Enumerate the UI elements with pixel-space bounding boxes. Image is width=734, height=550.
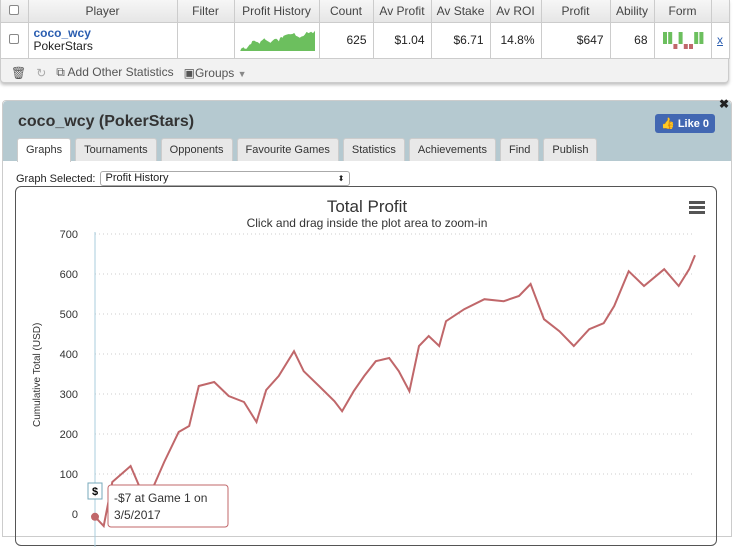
form-bar-win (662, 31, 667, 44)
trash-icon[interactable]: 🗑 (11, 65, 27, 80)
tab-achievements[interactable]: Achievements (408, 138, 496, 161)
refresh-icon[interactable]: ↻ (36, 65, 47, 80)
tab-tournaments[interactable]: Tournaments (75, 138, 157, 161)
y-axis-label: Cumulative Total (USD) (32, 323, 43, 427)
col-form[interactable]: Form (654, 0, 712, 23)
chart-menu-icon[interactable] (689, 201, 705, 214)
table-row: coco_wcy PokerStars 625 $1.04 $6.71 14.8%… (1, 22, 730, 59)
form-bar-loss (688, 43, 693, 49)
tab-statistics[interactable]: Statistics (342, 138, 405, 161)
av-roi-cell: 14.8% (490, 22, 542, 59)
ability-cell: 68 (610, 22, 655, 59)
tab-find[interactable]: Find (499, 138, 540, 161)
col-profit[interactable]: Profit (541, 0, 611, 23)
form-bar-win (698, 31, 703, 44)
tooltip-line2: 3/5/2017 (114, 508, 161, 522)
filter-cell (177, 22, 235, 59)
tab-publish[interactable]: Publish (543, 138, 598, 161)
form-chart (654, 22, 712, 59)
col-av-roi[interactable]: Av ROI (490, 0, 542, 23)
tab-opponents[interactable]: Opponents (160, 138, 233, 161)
profit-cell: $647 (541, 22, 611, 59)
select-all-checkbox[interactable] (1, 0, 29, 23)
av-stake-cell: $6.71 (431, 22, 491, 59)
tab-favourite-games[interactable]: Favourite Games (236, 138, 339, 161)
thumbs-up-icon: 👍 (661, 118, 675, 130)
chart-subtitle: Click and drag inside the plot area to z… (247, 216, 488, 230)
close-icon[interactable]: ✖ (718, 97, 729, 111)
form-bar-loss (683, 43, 688, 49)
col-av-stake[interactable]: Av Stake (431, 0, 491, 23)
tooltip-line1: -$7 at Game 1 on (114, 491, 207, 505)
caret-down-icon: ▼ (237, 68, 247, 79)
hover-point (91, 512, 99, 521)
form-bar-win (678, 31, 683, 44)
profit-sparkline (234, 22, 320, 59)
col-profit-history[interactable]: Profit History (234, 0, 320, 23)
select-arrows-icon: ⬍ (337, 174, 345, 183)
player-stats-table: Player Filter Profit History Count Av Pr… (0, 0, 730, 83)
facebook-like-button[interactable]: 👍 Like 0 (655, 114, 715, 133)
tab-graphs[interactable]: Graphs (17, 138, 72, 162)
tooltip-marker-text: $ (92, 486, 98, 498)
save-icon: ▣ (183, 65, 195, 80)
graph-selected-label: Graph Selected: (16, 172, 96, 185)
row-checkbox[interactable] (1, 22, 29, 59)
panel-title: coco_wcy (PokerStars) (18, 113, 195, 130)
y-tick-label: 300 (60, 389, 78, 401)
av-profit-cell: $1.04 (373, 22, 432, 59)
count-cell: 625 (319, 22, 374, 59)
col-count[interactable]: Count (319, 0, 374, 23)
player-site: PokerStars (33, 39, 93, 53)
player-link[interactable]: coco_wcy (33, 26, 91, 40)
profit-line (94, 254, 696, 529)
tooltip (107, 484, 229, 528)
profit-chart[interactable]: Total Profit Click and drag inside the pl… (15, 186, 717, 547)
y-tick-label: 200 (60, 429, 78, 441)
y-tick-label: 600 (60, 269, 78, 281)
col-av-profit[interactable]: Av Profit (373, 0, 432, 23)
tooltip-marker (87, 482, 103, 500)
graph-select[interactable]: Profit History ⬍ (99, 171, 350, 186)
y-tick-label: 0 (72, 509, 78, 521)
form-bar-win (693, 31, 698, 44)
add-other-statistics-button[interactable]: ⧉ Add Other Statistics (56, 65, 174, 79)
col-ability[interactable]: Ability (610, 0, 655, 23)
player-panel: coco_wcy (PokerStars) 👍 Like 0 ✖ Graphs T… (2, 97, 732, 547)
y-tick-label: 500 (60, 309, 78, 321)
col-remove (711, 0, 730, 23)
form-bar-loss (672, 43, 677, 49)
window-icon: ⧉ (56, 65, 65, 79)
y-tick-label: 400 (60, 349, 78, 361)
col-filter[interactable]: Filter (177, 0, 235, 23)
y-tick-label: 700 (60, 229, 78, 241)
col-player[interactable]: Player (28, 0, 178, 23)
chart-title: Total Profit (327, 197, 408, 216)
groups-dropdown[interactable]: ▣Groups ▼ (183, 65, 247, 80)
remove-link[interactable]: x (717, 33, 723, 47)
form-bar-win (667, 31, 672, 44)
y-tick-label: 100 (60, 469, 78, 481)
